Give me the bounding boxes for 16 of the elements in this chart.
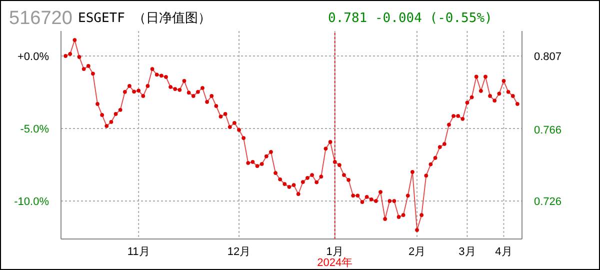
x-tick-label: 4月 (495, 246, 512, 258)
x-tick-label: 11月 (127, 246, 150, 258)
text: 0.781 -0.004 (-0.55%) (328, 10, 492, 28)
chart-subtitle: ESGETF （日净值图） (78, 10, 211, 28)
x-tick-label: 1月 (326, 246, 344, 258)
y2-tick-label: 0.726 (534, 196, 562, 208)
y-tick-label: -10.0% (14, 196, 50, 208)
y-tick-label: -5.0% (20, 123, 50, 136)
y-tick-label: +0.0% (18, 50, 50, 63)
ref-line-label: 2024年 (317, 257, 353, 269)
x-tick-label: 12月 (227, 246, 251, 258)
y2-tick-label: 0.766 (534, 124, 562, 136)
x-tick-label: 3月 (458, 246, 476, 258)
chart-title: 516720 (9, 8, 72, 30)
y2-tick-label: 0.807 (534, 51, 562, 64)
x-tick-label: 2月 (408, 246, 426, 258)
